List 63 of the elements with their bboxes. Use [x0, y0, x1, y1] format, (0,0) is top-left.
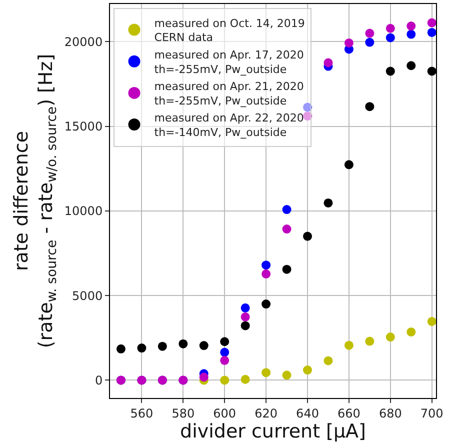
- point: [344, 38, 354, 48]
- x-tick-label: 580: [172, 406, 195, 420]
- point: [262, 269, 271, 278]
- point: [220, 337, 230, 346]
- point: [406, 327, 416, 336]
- point: [406, 30, 416, 39]
- point: [220, 348, 230, 357]
- point: [303, 102, 312, 112]
- x-axis-title: divider current [μA]: [180, 420, 366, 442]
- point: [240, 303, 250, 312]
- point: [220, 356, 230, 365]
- x-tick-label: 600: [213, 406, 236, 420]
- point: [406, 22, 416, 31]
- point: [427, 28, 436, 37]
- point: [262, 368, 271, 378]
- point: [324, 198, 333, 208]
- point: [303, 366, 312, 375]
- point: [282, 205, 292, 214]
- x-tick-label: 560: [130, 406, 154, 420]
- point: [365, 28, 374, 38]
- x-tick-label: 620: [254, 406, 278, 420]
- point: [386, 332, 395, 342]
- point: [406, 61, 416, 70]
- y-tick-label: 5000: [72, 288, 103, 303]
- point: [240, 321, 250, 330]
- y-tick-label: 20000: [64, 34, 103, 49]
- point: [220, 376, 230, 385]
- point: [427, 18, 436, 28]
- point: [158, 342, 167, 351]
- point: [282, 224, 292, 234]
- x-tick-label: 680: [378, 406, 402, 420]
- point: [386, 66, 395, 76]
- point: [365, 102, 374, 112]
- point: [303, 112, 312, 121]
- point: [282, 264, 292, 274]
- x-tick-label: 700: [420, 406, 444, 420]
- point: [386, 33, 395, 42]
- point: [240, 312, 250, 322]
- point: [344, 340, 354, 350]
- point: [199, 372, 208, 382]
- point: [199, 341, 208, 350]
- y-tick-label: 0: [94, 373, 103, 388]
- x-tick-label: 640: [296, 406, 319, 420]
- point: [386, 24, 395, 33]
- point: [262, 260, 271, 270]
- point: [344, 160, 354, 170]
- legend-label: measured on Apr. 22, 2020 th=-140mV, Pw_outside: [154, 112, 304, 139]
- point: [324, 356, 333, 366]
- y-tick-label: 10000: [64, 204, 103, 218]
- point: [427, 66, 436, 76]
- point: [365, 38, 374, 47]
- point: [303, 232, 312, 241]
- point: [324, 58, 333, 68]
- point: [365, 336, 374, 346]
- point: [427, 316, 436, 326]
- y-tick-label: 15000: [64, 119, 103, 134]
- point: [178, 339, 188, 348]
- point: [137, 344, 146, 353]
- point: [262, 300, 271, 309]
- point: [116, 344, 126, 354]
- point: [240, 374, 250, 384]
- x-tick-label: 660: [338, 406, 360, 420]
- point: [282, 370, 292, 380]
